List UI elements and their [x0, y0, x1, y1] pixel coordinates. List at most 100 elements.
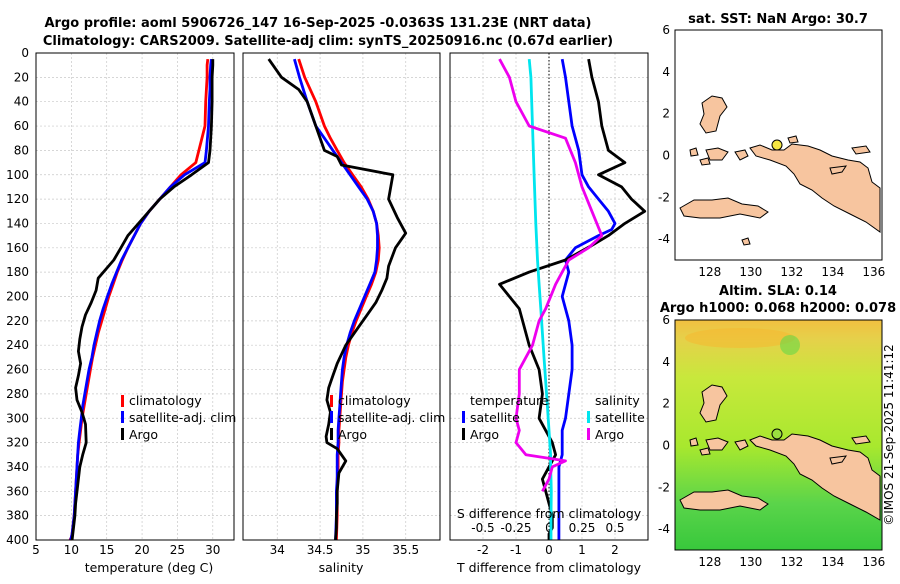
figure-title-line2: Climatology: CARS2009. Satellite-adj cli… — [43, 34, 613, 49]
map-lat-tick: 4 — [662, 65, 670, 79]
legend-climatology: climatology — [129, 393, 202, 408]
map-lat-tick: -2 — [658, 190, 670, 204]
difference-panel: -2 -1 0 1 2 -0.5 -0.25 0 0.25 0.5 — [449, 52, 649, 557]
x-tick-label: 5 — [32, 543, 40, 557]
imos-watermark: ©IMOS 21-Sep-2025 11:41:12 — [882, 344, 896, 526]
sla-map — [674, 319, 883, 551]
map-lon-tick: 132 — [780, 265, 803, 279]
legend-s-argo: Argo — [595, 427, 624, 442]
legend-argo: Argo — [338, 427, 367, 442]
map-lat-tick: -2 — [658, 480, 670, 494]
depth-tick-label: 260 — [6, 363, 29, 377]
map-lat-tick: 2 — [662, 107, 670, 121]
map-lat-tick: 0 — [662, 438, 670, 452]
series-line-satellite-adj-clim — [69, 58, 213, 541]
depth-tick-label: 400 — [6, 533, 29, 547]
x-tick-label: 30 — [205, 543, 220, 557]
depth-tick-label: 320 — [6, 436, 29, 450]
x-tick-label: 0 — [545, 543, 553, 557]
legend-salinity: salinity — [595, 393, 640, 408]
difference-legend: temperature satellite Argo salinity sate… — [462, 393, 645, 442]
temperature-legend: climatology satellite-adj. clim Argo — [121, 393, 236, 442]
sst-argo-position-marker — [771, 139, 783, 151]
depth-tick-label: 340 — [6, 460, 29, 474]
series-line-s-satellite — [527, 58, 553, 540]
s-tick-label: -0.25 — [500, 521, 531, 535]
sst-map-title: sat. SST: NaN Argo: 30.7 — [688, 12, 868, 27]
depth-tick-label: 60 — [14, 119, 29, 133]
difference-xlabel: T difference from climatology — [456, 560, 642, 575]
x-tick-label: -2 — [477, 543, 489, 557]
map-lon-tick: 134 — [821, 555, 844, 569]
depth-axis: 0 20 40 60 80 100 120 140 160 180 200 220 240 260 280 3… — [6, 46, 29, 547]
sla-land-seram — [679, 489, 769, 511]
legend-swatch-argo — [330, 428, 333, 440]
depth-tick-label: 0 — [21, 46, 29, 60]
sla-low-patch — [780, 335, 800, 355]
sla-land-islands — [689, 435, 871, 465]
depth-tick-label: 160 — [6, 241, 29, 255]
salinity-xlabel: salinity — [319, 560, 364, 575]
map-lon-tick: 130 — [739, 555, 762, 569]
sst-land-halmahera — [699, 95, 728, 134]
x-tick-label: 25 — [170, 543, 185, 557]
map-lat-tick: 2 — [662, 397, 670, 411]
map-lon-tick: 136 — [862, 265, 885, 279]
depth-tick-label: 40 — [14, 95, 29, 109]
map-lon-tick: 128 — [698, 555, 721, 569]
depth-tick-label: 220 — [6, 314, 29, 328]
sla-land-new-guinea — [749, 433, 881, 521]
sla-argo-position-marker — [771, 428, 783, 440]
legend-swatch-s-satellite — [587, 411, 590, 423]
legend-t-argo: Argo — [470, 427, 499, 442]
legend-swatch-climatology — [121, 395, 124, 407]
s-tick-label: 0.5 — [605, 521, 624, 535]
depth-tick-label: 180 — [6, 265, 29, 279]
plot-frame — [449, 52, 649, 541]
legend-swatch-t-satellite — [462, 411, 465, 423]
sla-land-halmahera — [699, 384, 728, 423]
legend-swatch-argo — [121, 428, 124, 440]
salinity-panel: 34 34.5 35 35.5 — [242, 52, 441, 557]
x-tick-label: 1 — [578, 543, 586, 557]
map-lat-tick: 6 — [662, 313, 670, 327]
s-tick-label: -0.5 — [471, 521, 494, 535]
x-tick-label: 15 — [99, 543, 114, 557]
map-lon-tick: 130 — [739, 265, 762, 279]
map-lat-tick: 0 — [662, 148, 670, 162]
salinity-legend: climatology satellite-adj. clim Argo — [330, 393, 445, 442]
legend-satellite: satellite-adj. clim — [338, 410, 445, 425]
depth-tick-label: 240 — [6, 338, 29, 352]
s-tick-label: 0.25 — [569, 521, 596, 535]
depth-tick-label: 120 — [6, 192, 29, 206]
legend-swatch-t-argo — [462, 428, 465, 440]
series-line-t-argo — [498, 58, 647, 540]
series-line-t-satellite — [557, 58, 617, 540]
depth-tick-label: 280 — [6, 387, 29, 401]
sla-map-title1: Altim. SLA: 0.14 — [719, 284, 837, 299]
legend-swatch-satellite — [121, 411, 124, 423]
x-tick-label: 34 — [270, 543, 285, 557]
x-tick-label: 34.5 — [307, 543, 334, 557]
depth-tick-label: 300 — [6, 411, 29, 425]
legend-swatch-s-argo — [587, 428, 590, 440]
sst-land-misool — [705, 147, 729, 161]
legend-t-satellite: satellite — [470, 410, 520, 425]
depth-tick-label: 20 — [14, 70, 29, 84]
series-line-climatology — [297, 58, 381, 541]
map-lon-tick: 132 — [780, 555, 803, 569]
x-tick-label: 20 — [134, 543, 149, 557]
legend-argo: Argo — [129, 427, 158, 442]
series-line-s-argo — [498, 58, 604, 492]
difference-s-label: S difference from climatology — [457, 506, 642, 521]
map-lon-tick: 136 — [862, 555, 885, 569]
sla-high-patch — [685, 328, 795, 348]
sst-map — [674, 29, 883, 261]
legend-swatch-satellite — [330, 411, 333, 423]
sla-land-misool — [705, 437, 729, 451]
plot-frame — [242, 52, 441, 541]
map-lat-tick: 4 — [662, 355, 670, 369]
legend-s-satellite: satellite — [595, 410, 645, 425]
s-tick-label: 0 — [545, 521, 553, 535]
series-line-argo — [267, 58, 408, 541]
